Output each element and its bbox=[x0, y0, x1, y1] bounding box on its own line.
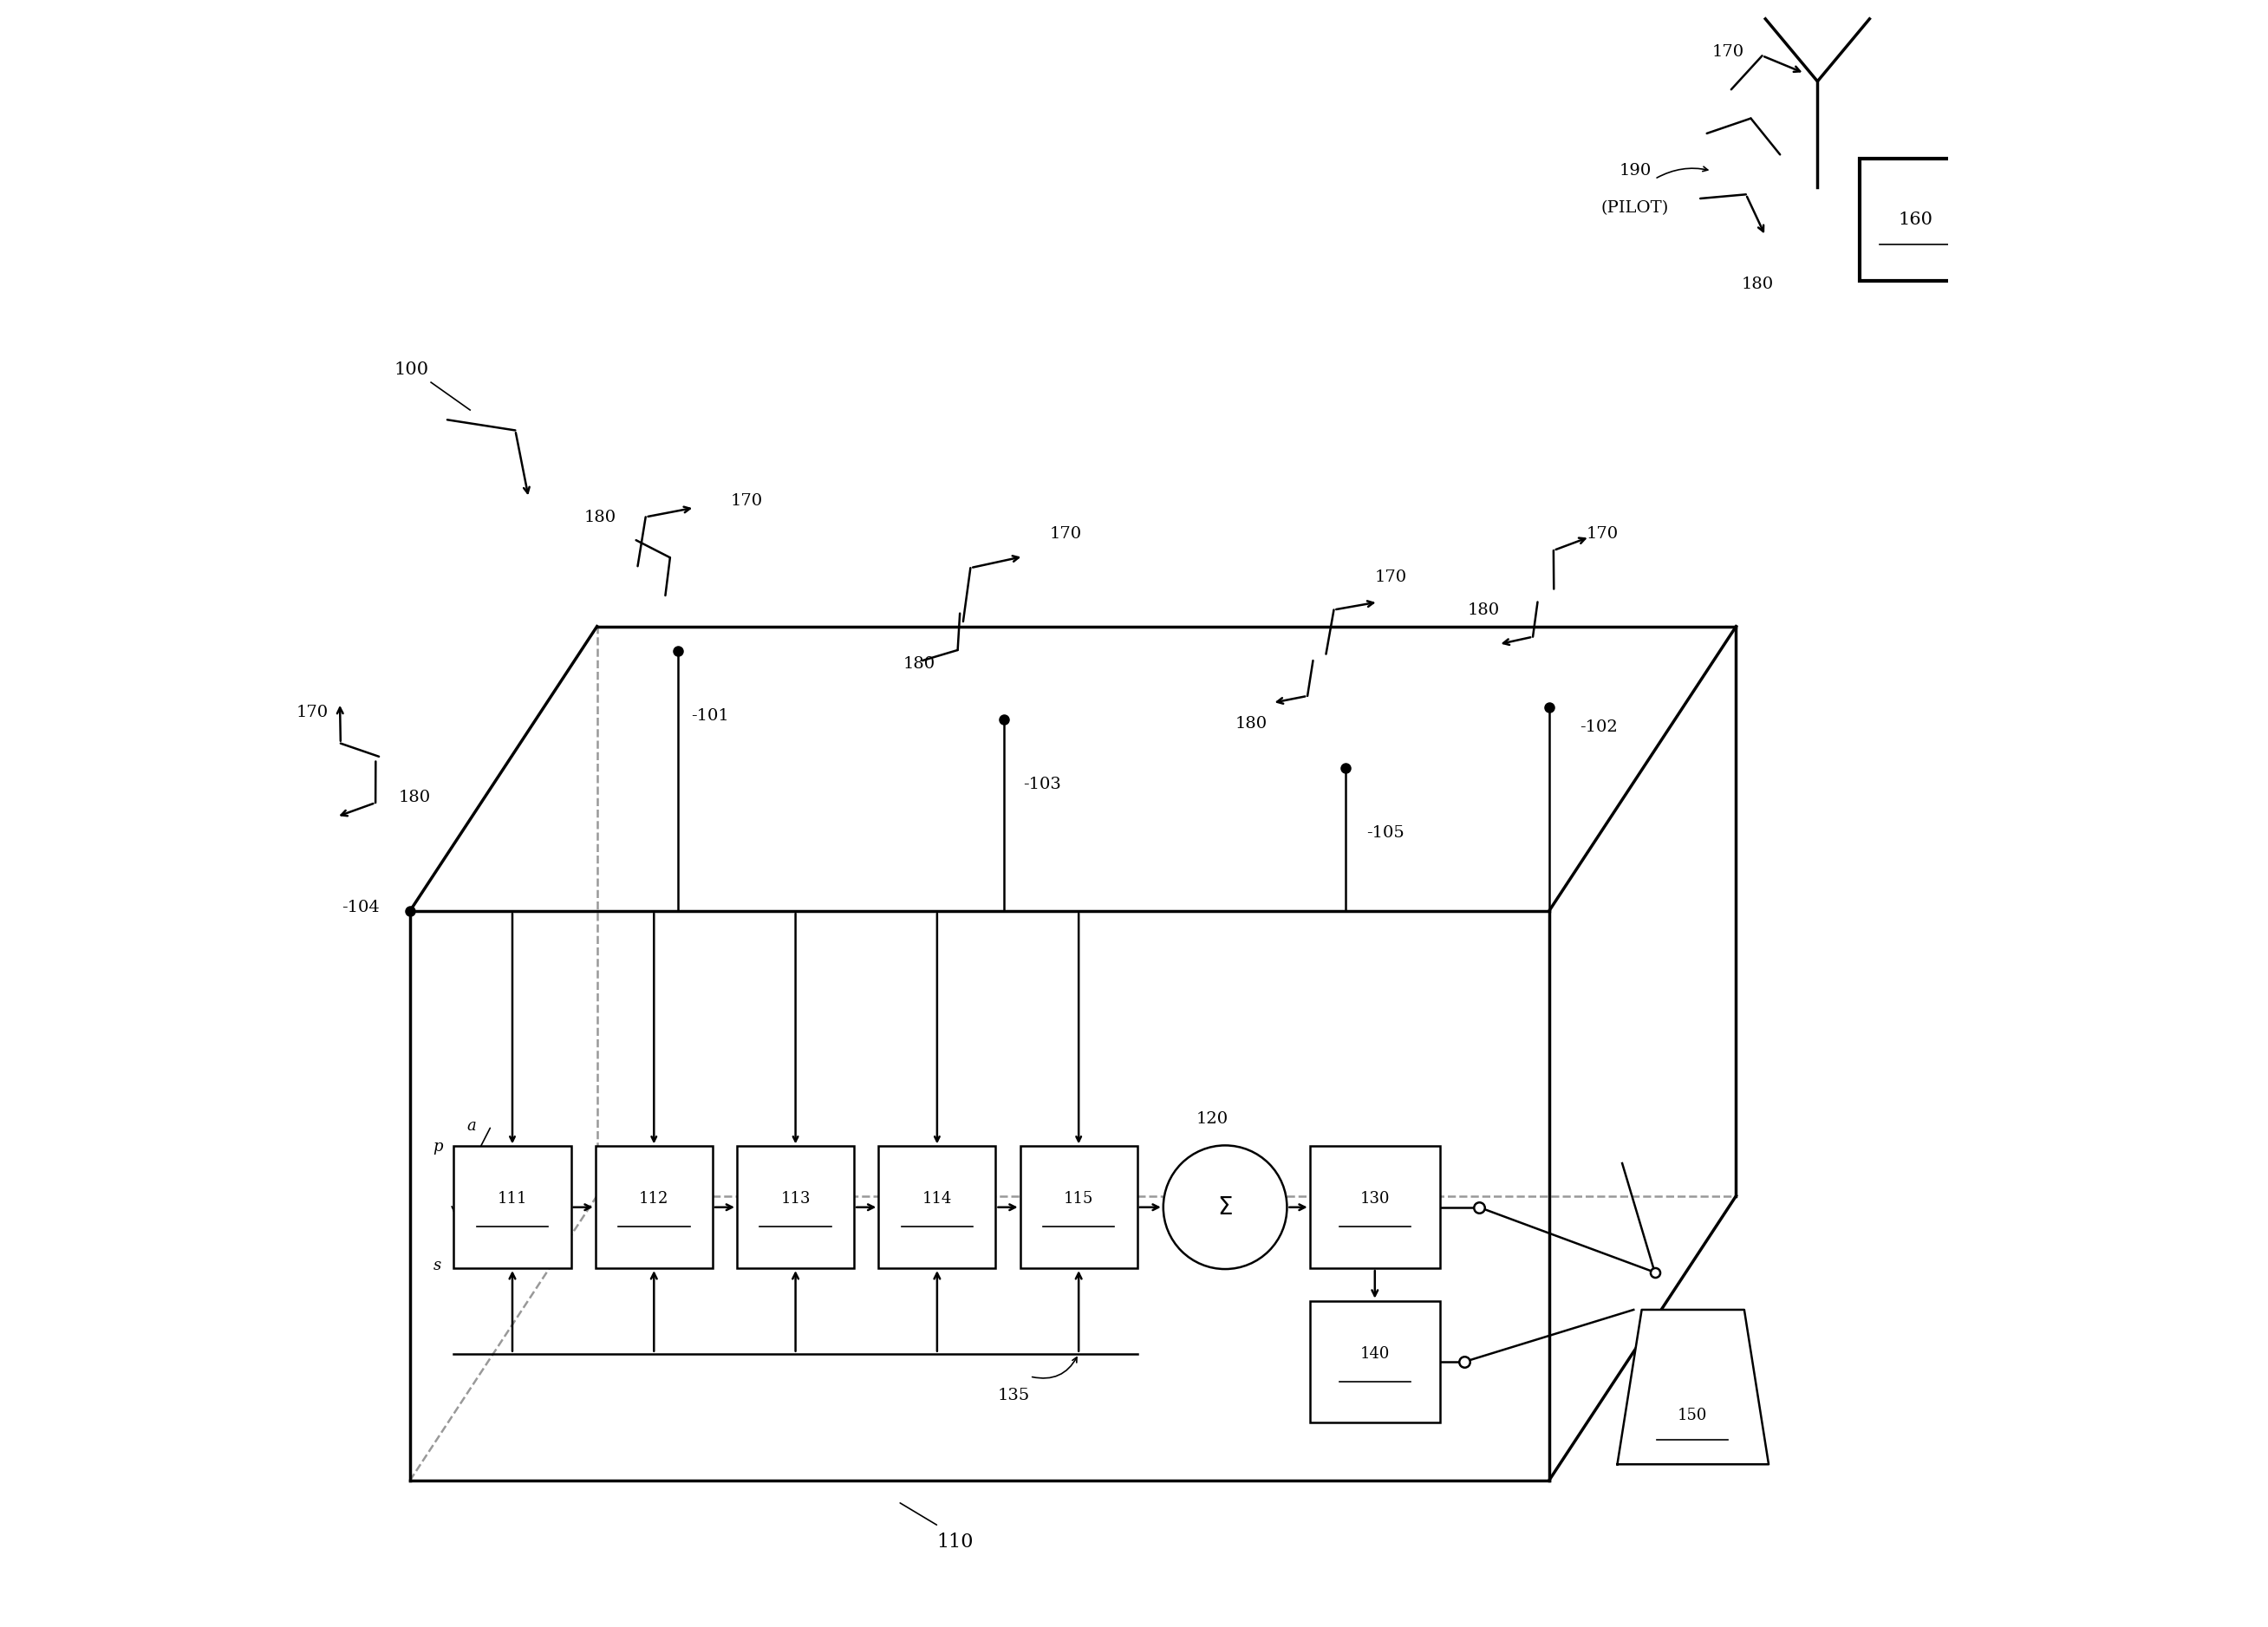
Text: -104: -104 bbox=[342, 900, 379, 916]
Text: 114: 114 bbox=[923, 1191, 953, 1207]
Text: 180: 180 bbox=[1742, 277, 1774, 293]
Text: -105: -105 bbox=[1368, 825, 1404, 841]
Text: p: p bbox=[433, 1139, 442, 1155]
Text: -101: -101 bbox=[692, 708, 730, 724]
Text: 130: 130 bbox=[1361, 1191, 1390, 1207]
Text: 160: 160 bbox=[1898, 212, 1932, 228]
Text: 112: 112 bbox=[640, 1191, 669, 1207]
Text: 180: 180 bbox=[585, 509, 617, 526]
Text: s: s bbox=[433, 1258, 442, 1274]
Text: -103: -103 bbox=[1023, 776, 1061, 792]
Text: 120: 120 bbox=[1195, 1111, 1229, 1128]
Text: 110: 110 bbox=[937, 1533, 973, 1552]
Text: 100: 100 bbox=[395, 361, 429, 377]
Text: 180: 180 bbox=[1467, 602, 1499, 618]
Text: 170: 170 bbox=[1050, 526, 1082, 542]
Text: 150: 150 bbox=[1678, 1407, 1708, 1424]
Text: 170: 170 bbox=[730, 493, 762, 509]
Text: 180: 180 bbox=[1236, 716, 1268, 732]
Text: 111: 111 bbox=[497, 1191, 528, 1207]
Text: 180: 180 bbox=[399, 789, 431, 805]
Bar bbox=[878, 1145, 996, 1269]
Text: 190: 190 bbox=[1619, 163, 1651, 179]
Bar bbox=[1309, 1302, 1440, 1422]
Bar bbox=[1021, 1145, 1136, 1269]
Text: 180: 180 bbox=[903, 656, 934, 672]
Text: (PILOT): (PILOT) bbox=[1601, 200, 1669, 216]
Polygon shape bbox=[1617, 1310, 1769, 1464]
Text: $\Sigma$: $\Sigma$ bbox=[1218, 1196, 1234, 1219]
Bar bbox=[454, 1145, 572, 1269]
Bar bbox=[1860, 159, 1971, 281]
Text: 170: 170 bbox=[1374, 569, 1406, 586]
Text: 170: 170 bbox=[1712, 44, 1744, 60]
Text: 170: 170 bbox=[1588, 526, 1619, 542]
Text: 113: 113 bbox=[780, 1191, 810, 1207]
Text: a: a bbox=[467, 1118, 476, 1134]
Text: 170: 170 bbox=[297, 704, 329, 721]
Text: 115: 115 bbox=[1064, 1191, 1093, 1207]
Circle shape bbox=[1163, 1145, 1286, 1269]
Bar bbox=[737, 1145, 855, 1269]
Text: 135: 135 bbox=[998, 1388, 1030, 1404]
Bar bbox=[596, 1145, 712, 1269]
Text: -102: -102 bbox=[1581, 719, 1617, 735]
Text: 140: 140 bbox=[1361, 1346, 1390, 1362]
Bar bbox=[1309, 1145, 1440, 1269]
